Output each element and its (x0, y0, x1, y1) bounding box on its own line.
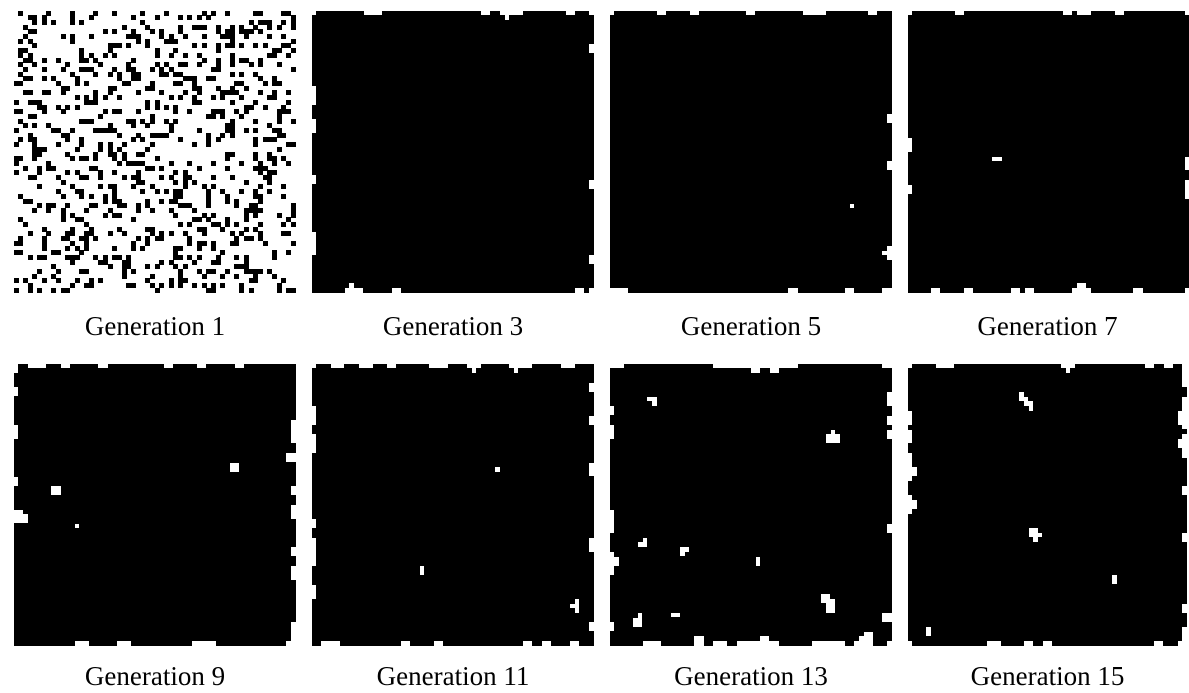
grid-generation-13 (610, 364, 892, 646)
caption-generation-11: Generation 11 (376, 661, 530, 691)
grid-canvas (14, 11, 296, 293)
grid-generation-1 (14, 11, 296, 293)
grid-generation-15 (908, 364, 1187, 646)
caption-generation-5: Generation 5 (680, 311, 822, 341)
grid-generation-7 (908, 11, 1189, 293)
grid-generation-11 (312, 364, 594, 646)
grid-canvas (908, 11, 1189, 293)
grid-canvas (610, 11, 892, 293)
grid-canvas (908, 364, 1187, 646)
grid-generation-3 (312, 11, 594, 293)
grid-canvas (610, 364, 892, 646)
grid-generation-5 (610, 11, 892, 293)
grid-generation-9 (14, 364, 296, 646)
caption-generation-13: Generation 13 (674, 661, 828, 691)
caption-generation-9: Generation 9 (84, 661, 226, 691)
caption-generation-1: Generation 1 (84, 311, 226, 341)
grid-canvas (14, 364, 296, 646)
caption-generation-3: Generation 3 (382, 311, 524, 341)
grid-canvas (312, 11, 594, 293)
grid-canvas (312, 364, 594, 646)
caption-generation-7: Generation 7 (977, 311, 1118, 341)
caption-generation-15: Generation 15 (970, 661, 1125, 691)
